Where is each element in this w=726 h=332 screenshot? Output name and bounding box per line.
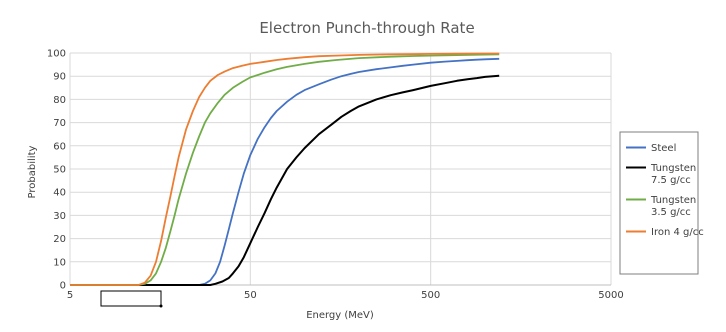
legend-label-1: Steel [651, 143, 676, 154]
y-tick-label: 100 [47, 49, 66, 60]
y-tick-label: 20 [53, 234, 66, 245]
series-line-4 [70, 52, 500, 286]
grid [69, 52, 612, 286]
y-tick-label: 80 [53, 95, 66, 106]
x-tick-label: 5000 [598, 290, 623, 301]
y-tick-label: 50 [53, 165, 66, 176]
x-axis-ticks: 5 50 500 5000 [67, 290, 624, 301]
legend-box [619, 131, 699, 275]
y-tick-label: 30 [53, 211, 66, 222]
x-tick-label: 50 [244, 290, 257, 301]
x-tick-label: 500 [421, 290, 440, 301]
chart-title: Electron Punch-through Rate [259, 19, 474, 37]
y-axis-title: Probability [27, 145, 38, 198]
y-axis-ticks: 0 10 20 30 40 50 60 70 80 90 100 [47, 49, 66, 292]
y-tick-label: 10 [53, 257, 66, 268]
x-tick-label: 5 [67, 290, 73, 301]
y-tick-label: 90 [53, 72, 66, 83]
annotation-marker [159, 304, 163, 308]
series-line-3 [70, 53, 500, 286]
series-lines [70, 52, 500, 286]
y-tick-label: 60 [53, 141, 66, 152]
legend: Steel Tungsten 7.5 g/cc Tungsten 3.5 g/cc Iro… [626, 143, 704, 238]
y-tick-label: 70 [53, 118, 66, 129]
series-line-1 [70, 57, 500, 286]
y-tick-label: 40 [53, 188, 66, 199]
series-line-2 [70, 74, 500, 286]
legend-label-3: Tungsten 3.5 g/cc [650, 195, 696, 218]
y-tick-label: 0 [60, 281, 66, 292]
legend-label-2: Tungsten 7.5 g/cc [650, 163, 696, 186]
annotation-box [100, 290, 162, 307]
x-axis-title: Energy (MeV) [306, 310, 374, 321]
legend-label-4: Iron 4 g/cc [651, 227, 704, 238]
